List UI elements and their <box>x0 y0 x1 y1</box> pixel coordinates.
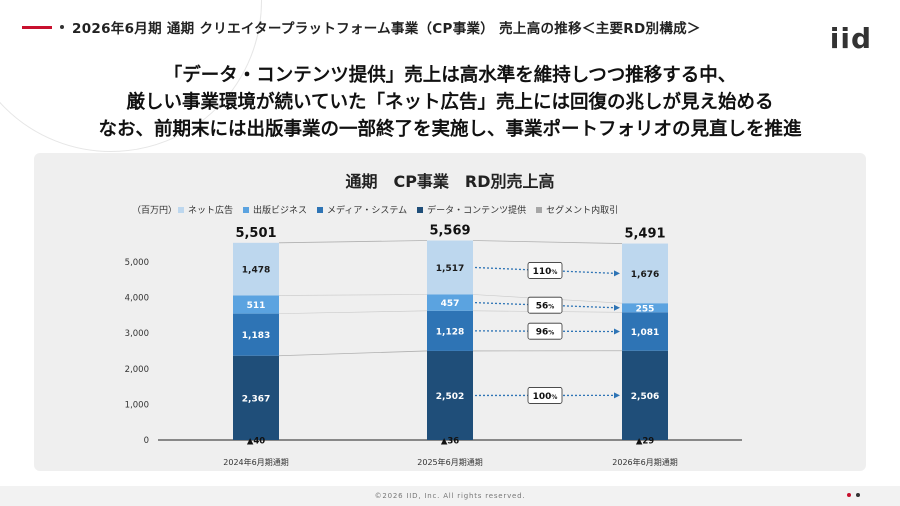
headline: 「データ・コンテンツ提供」売上は高水準を維持しつつ推移する中、 厳しい事業環境が… <box>0 62 900 143</box>
footer-band <box>0 486 900 506</box>
legend-swatch <box>243 206 250 213</box>
data-label-negative: ▲36 <box>441 437 459 447</box>
y-tick-label: 1,000 <box>125 400 149 410</box>
legend-label: データ・コンテンツ提供 <box>427 206 527 216</box>
legend-item: メディア・システム <box>317 203 407 216</box>
bar-segment <box>622 312 668 351</box>
growth-arrow-head <box>614 328 620 335</box>
y-tick-label: 2,000 <box>125 365 149 375</box>
data-label: 255 <box>636 304 655 314</box>
legend-item: セグメント内取引 <box>536 203 618 216</box>
bar-segment <box>233 355 279 440</box>
y-tick-label: 4,000 <box>125 294 149 304</box>
data-label: 2,367 <box>242 394 270 404</box>
bar-segment <box>622 350 668 440</box>
legend-swatch <box>317 206 324 213</box>
growth-badge-label: 96% <box>536 328 555 338</box>
chart-legend: ネット広告 出版ビジネス メディア・システム データ・コンテンツ提供 セグメント内取引 <box>178 203 618 216</box>
page-dots <box>847 493 860 497</box>
growth-badge-label: 56% <box>536 302 555 312</box>
legend-label: ネット広告 <box>188 206 234 216</box>
copyright: ©2026 IID, Inc. All rights reserved. <box>374 492 526 500</box>
growth-arrow-line <box>474 330 617 333</box>
y-tick-label: 0 <box>144 436 149 446</box>
x-tick-label: 2025年6月期通期 <box>417 457 482 467</box>
legend-item: データ・コンテンツ提供 <box>417 203 526 216</box>
page-header: 2026年6月期 通期 クリエイタープラットフォーム事業（CP事業） 売上高の推… <box>22 14 701 40</box>
data-label: 457 <box>441 299 460 309</box>
data-label-negative: ▲29 <box>636 437 654 447</box>
chart-title: 通期 CP事業 RD別売上高 <box>345 172 555 191</box>
bar-segment <box>233 313 279 356</box>
headline-line-1: 「データ・コンテンツ提供」売上は高水準を維持しつつ推移する中、 <box>163 65 737 86</box>
bar-segment <box>427 294 473 311</box>
bar-segment <box>233 242 279 296</box>
y-tick-label: 5,000 <box>125 258 149 268</box>
growth-arrow-line <box>474 266 617 275</box>
data-label: 1,676 <box>631 270 659 280</box>
growth-arrow-head <box>614 270 620 277</box>
unit-label: （百万円） <box>132 206 178 216</box>
growth-arrow-head <box>614 304 620 311</box>
connector-line <box>278 240 428 244</box>
growth-badge <box>527 262 563 279</box>
data-label: 1,081 <box>631 328 659 338</box>
page-title: 2026年6月期 通期 クリエイタープラットフォーム事業（CP事業） 売上高の推… <box>72 21 701 37</box>
connector-line <box>278 310 428 314</box>
bullet-dot <box>60 25 64 29</box>
data-label: 1,128 <box>436 327 464 337</box>
growth-badge-label: 110% <box>533 267 558 277</box>
bar-segment <box>427 350 473 440</box>
bar-segment <box>427 240 473 295</box>
company-logo: iid <box>829 22 872 55</box>
legend-item: 出版ビジネス <box>243 203 307 216</box>
x-tick-label: 2024年6月期通期 <box>223 457 288 467</box>
page-dot-red <box>847 493 851 497</box>
legend-label: セグメント内取引 <box>546 206 619 216</box>
bar-segment <box>622 303 668 313</box>
growth-badge <box>527 322 563 340</box>
data-label: 1,183 <box>242 331 270 341</box>
data-label: 511 <box>247 301 266 311</box>
connector-line <box>278 294 428 296</box>
bar-segment <box>233 295 279 314</box>
legend-item: ネット広告 <box>178 203 233 216</box>
headline-line-3: なお、前期末には出版事業の一部終了を実施し、事業ポートフォリオの見直しを推進 <box>98 119 802 140</box>
accent-bar <box>22 25 52 29</box>
legend-label: メディア・システム <box>327 206 408 216</box>
total-label: 5,491 <box>624 227 665 242</box>
total-label: 5,501 <box>235 226 276 241</box>
bar-segment <box>427 310 473 351</box>
growth-badge <box>527 296 563 314</box>
connector-line <box>472 240 623 244</box>
growth-arrow-head <box>614 392 620 399</box>
page-dot-dark <box>856 493 860 497</box>
connector-line <box>278 350 428 357</box>
data-label: 2,502 <box>436 392 464 402</box>
bar-segment <box>622 243 668 304</box>
data-label: 1,478 <box>242 266 270 276</box>
data-label-negative: ▲40 <box>247 437 265 447</box>
legend-swatch <box>536 206 543 213</box>
headline-line-2: 厳しい事業環境が続いていた「ネット広告」売上には回復の兆しが見え始める <box>126 92 774 113</box>
data-label: 2,506 <box>631 392 659 402</box>
growth-badge-label: 100% <box>533 392 558 402</box>
legend-label: 出版ビジネス <box>253 206 308 216</box>
growth-badge <box>527 387 563 404</box>
data-label: 1,517 <box>436 264 464 274</box>
y-tick-label: 3,000 <box>125 329 149 339</box>
x-tick-label: 2026年6月期通期 <box>612 457 677 467</box>
total-label: 5,569 <box>429 223 470 238</box>
growth-arrow-line <box>474 301 617 309</box>
legend-swatch <box>178 206 184 213</box>
legend-swatch <box>417 206 424 213</box>
